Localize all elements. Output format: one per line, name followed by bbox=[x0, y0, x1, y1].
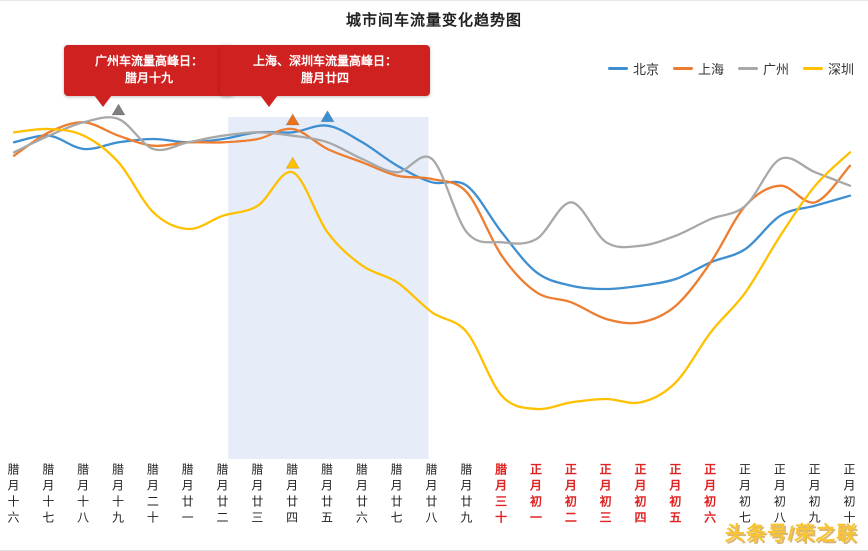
x-axis-label: 腊月廿三 bbox=[249, 463, 264, 527]
legend-label: 深圳 bbox=[827, 62, 854, 77]
callout-shanghai-shenzhen-peak: 上海、深圳车流量高峰日： 腊月廿四 bbox=[220, 45, 430, 107]
x-axis-label: 正月初二 bbox=[563, 463, 578, 527]
x-axis-label: 腊月廿二 bbox=[215, 463, 229, 527]
callout-guangzhou-peak: 广州车流量高峰日： 腊月十九 bbox=[64, 45, 234, 107]
x-axis-label: 正月初五 bbox=[667, 463, 682, 527]
watermark: 头条号/荣之联 bbox=[724, 523, 859, 545]
x-axis-label: 腊月三十 bbox=[493, 463, 508, 527]
x-axis: 腊月十六 腊月十七 腊月十八 腊月十九 腊月二十 腊月廿一 腊月廿二 腊月廿三 腊月廿四 腊月廿五… bbox=[0, 463, 868, 549]
callout-arrow-down-icon bbox=[94, 95, 112, 107]
legend-swatch-icon bbox=[737, 67, 758, 70]
x-axis-label: 腊月廿五 bbox=[319, 463, 334, 527]
x-axis-label: 腊月十六 bbox=[6, 463, 20, 527]
x-axis-label: 正月初一 bbox=[528, 463, 543, 527]
peak-marker-icon-上海 bbox=[285, 113, 300, 126]
peak-marker-icon-北京 bbox=[320, 109, 335, 123]
x-axis-label: 腊月廿七 bbox=[389, 463, 404, 527]
x-axis-label: 腊月廿六 bbox=[354, 463, 369, 527]
highlight-band bbox=[228, 117, 429, 459]
series-line-广州 bbox=[12, 116, 852, 249]
callout-line1: 广州车流量高峰日： bbox=[94, 54, 203, 68]
series-line-北京 bbox=[12, 124, 852, 291]
legend-label: 上海 bbox=[697, 62, 724, 77]
legend-item-北京: 北京 bbox=[607, 59, 659, 78]
legend-label: 北京 bbox=[632, 62, 659, 77]
chart-title: 城市间车流量变化趋势图 bbox=[345, 12, 522, 29]
x-axis-label: 正月初八 bbox=[772, 463, 787, 527]
x-axis-label: 腊月廿一 bbox=[180, 463, 195, 527]
legend-label: 广州 bbox=[762, 62, 789, 77]
callout-line2: 腊月廿四 bbox=[300, 71, 349, 85]
x-axis-label: 腊月十八 bbox=[75, 463, 90, 527]
series-line-深圳 bbox=[12, 127, 852, 411]
callout-arrow-down-icon bbox=[260, 95, 278, 107]
legend-item-广州: 广州 bbox=[737, 59, 789, 78]
legend-item-上海: 上海 bbox=[672, 59, 724, 78]
legend-swatch-icon bbox=[802, 67, 823, 70]
x-axis-label: 腊月廿九 bbox=[458, 463, 473, 527]
x-axis-label: 腊月廿四 bbox=[284, 463, 299, 527]
x-axis-label: 正月初九 bbox=[807, 463, 822, 527]
series-line-上海 bbox=[12, 121, 852, 325]
x-axis-label: 正月初十 bbox=[842, 463, 856, 527]
x-axis-label: 腊月十九 bbox=[110, 463, 125, 527]
legend-item-深圳: 深圳 bbox=[802, 59, 854, 78]
x-axis-label: 腊月十七 bbox=[40, 463, 55, 527]
x-axis-label: 正月初七 bbox=[737, 463, 752, 527]
peak-marker-icon-深圳 bbox=[285, 156, 300, 169]
x-axis-label: 正月初三 bbox=[598, 463, 613, 527]
x-axis-label: 正月初六 bbox=[702, 463, 717, 527]
legend: 北京 上海 广州 深圳 bbox=[607, 59, 854, 78]
legend-swatch-icon bbox=[672, 67, 693, 70]
callout-line1: 上海、深圳车流量高峰日： bbox=[252, 54, 397, 68]
legend-swatch-icon bbox=[607, 67, 628, 70]
x-axis-label: 腊月二十 bbox=[145, 463, 160, 527]
peak-marker-icon-广州 bbox=[111, 103, 126, 116]
callout-line2: 腊月十九 bbox=[124, 71, 173, 85]
x-axis-label: 正月初四 bbox=[633, 463, 647, 527]
x-axis-label: 腊月廿八 bbox=[424, 463, 438, 527]
